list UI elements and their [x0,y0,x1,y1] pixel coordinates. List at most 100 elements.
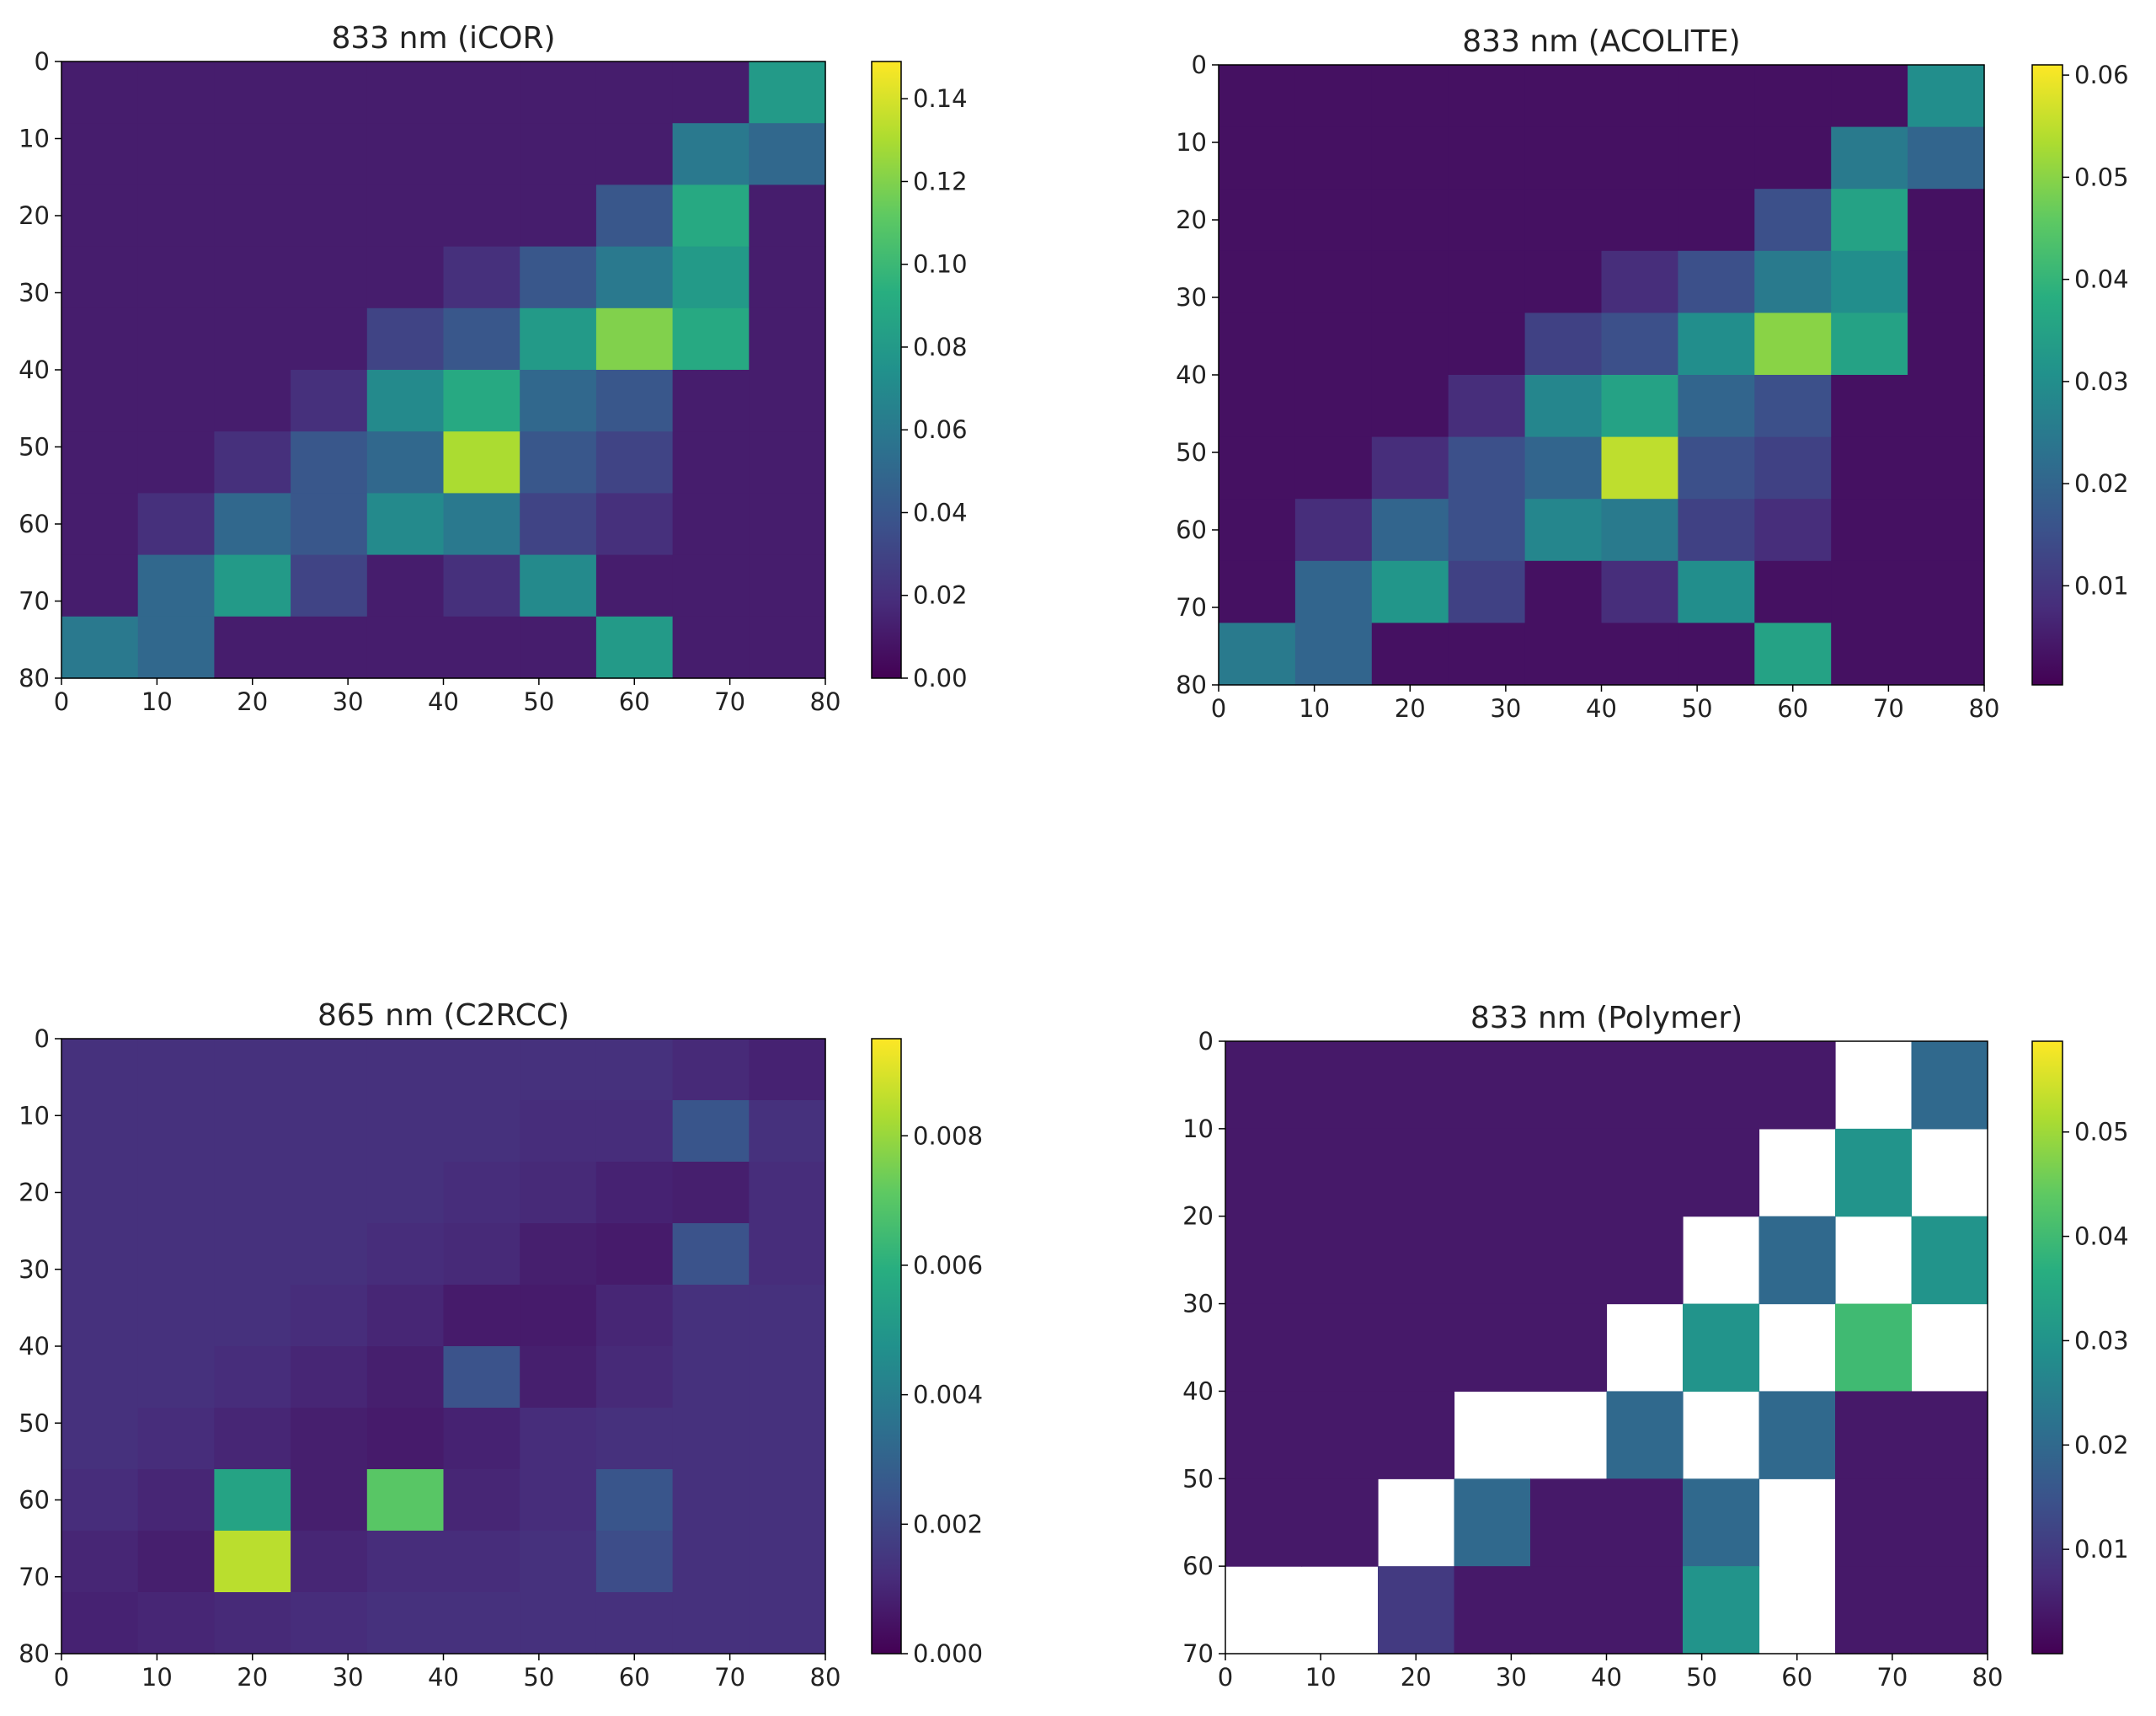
heatmap-cell [443,307,520,371]
heatmap-cell [61,1408,139,1470]
heatmap-cell [291,1223,368,1286]
heatmap-cell [1831,250,1908,313]
heatmap-cell [61,1100,139,1163]
colorbar [871,1038,902,1655]
y-tick-label: 0 [35,47,50,76]
heatmap-cell [214,431,291,494]
colorbar [2031,64,2063,686]
heatmap-cell [520,307,597,371]
heatmap-cell [61,246,139,309]
heatmap-cell [443,370,520,432]
y-tick-label: 40 [1176,361,1207,389]
heatmap-cell [1831,623,1908,686]
heatmap-cell [1219,126,1296,190]
y-tick-label: 10 [19,125,50,153]
colorbar-tick-label: 0.00 [913,664,968,692]
heatmap-cell [1378,1391,1455,1479]
heatmap-cell [1758,1041,1836,1130]
heatmap-cell [1601,560,1678,623]
heatmap-cell [1758,1391,1836,1479]
heatmap-cell [1294,313,1373,376]
heatmap-cell [137,431,215,494]
heatmap-cell [672,370,750,432]
heatmap-cell [1219,65,1296,128]
heatmap-cell [1606,1478,1684,1567]
heatmap-cell [214,1592,291,1655]
x-tick-label: 20 [1395,694,1426,723]
heatmap-cell [1530,1478,1608,1567]
heatmap-cell [749,493,826,556]
y-tick-label: 0 [1198,1027,1214,1056]
heatmap-cell [520,1531,597,1593]
y-tick-label: 80 [1176,671,1207,699]
heatmap-cell [1911,1478,1988,1567]
heatmap-cell [595,1039,674,1101]
y-tick-label: 70 [19,587,50,616]
heatmap-cell [366,1039,445,1101]
y-tick-label: 40 [19,1332,50,1361]
heatmap-cell [595,123,674,185]
heatmap-cell [1831,375,1908,438]
colorbar-tick-label: 0.02 [2074,469,2129,498]
y-tick-label: 60 [19,510,50,538]
heatmap-cell [1219,189,1296,252]
heatmap-cell [595,1346,674,1409]
colorbar-tick-label: 0.004 [913,1381,983,1409]
x-tick-label: 60 [619,687,650,716]
heatmap-cell [366,554,445,617]
heatmap-cell [749,307,826,371]
heatmap-cell [137,123,215,185]
heatmap-cell [366,123,445,185]
x-tick-label: 0 [54,1663,69,1692]
heatmap-cell [672,431,750,494]
heatmap-cell [1606,1128,1684,1217]
heatmap-cell [1294,126,1373,190]
heatmap-cell [595,1223,674,1286]
heatmap-cell [1448,126,1526,190]
x-tick-label: 70 [714,1663,745,1692]
heatmap-cell [520,1223,597,1286]
heatmap-cell [520,1469,597,1532]
heatmap-cell [1524,499,1603,562]
x-tick-label: 50 [1682,694,1713,723]
heatmap-cell [1754,436,1832,500]
heatmap-cell [520,431,597,494]
heatmap-cell [1225,1128,1303,1217]
heatmap-cell [61,1039,139,1101]
chart-title: 833 nm (iCOR) [331,21,555,56]
x-tick-label: 10 [141,1663,173,1692]
heatmap-cell [1683,1566,1760,1655]
heatmap-cell [1225,1216,1303,1305]
heatmap-cell [595,431,674,494]
heatmap-cell [672,1285,750,1347]
heatmap-cell [595,61,674,124]
heatmap-cell [520,616,597,679]
heatmap-cell [1301,1216,1379,1305]
heatmap-cell [443,1285,520,1347]
heatmap-cell [1530,1303,1608,1393]
y-tick-label: 30 [1182,1290,1214,1318]
heatmap-cell [1754,65,1832,128]
x-tick-label: 30 [1490,694,1521,723]
heatmap-cell [749,1100,826,1163]
heatmap-cell [1448,189,1526,252]
heatmap-cell [137,1346,215,1409]
heatmap-cell [291,307,368,371]
heatmap-cell [1294,250,1373,313]
heatmap-cell [1601,436,1678,500]
heatmap-cell [1678,189,1755,252]
x-tick-label: 60 [1781,1663,1812,1692]
heatmap-cell [137,1039,215,1101]
heatmap-cell [1754,375,1832,438]
heatmap-cell [443,1531,520,1593]
heatmap-cell [1454,1041,1531,1130]
heatmap-cell [137,61,215,124]
heatmap-cell [366,1408,445,1470]
heatmap-cell [366,616,445,679]
heatmap-cell [137,307,215,371]
colorbar-tick-label: 0.05 [2074,1118,2129,1147]
y-tick-label: 40 [19,355,50,384]
heatmap-cell [672,61,750,124]
heatmap-cell [1448,250,1526,313]
heatmap-cell [1908,126,1985,190]
